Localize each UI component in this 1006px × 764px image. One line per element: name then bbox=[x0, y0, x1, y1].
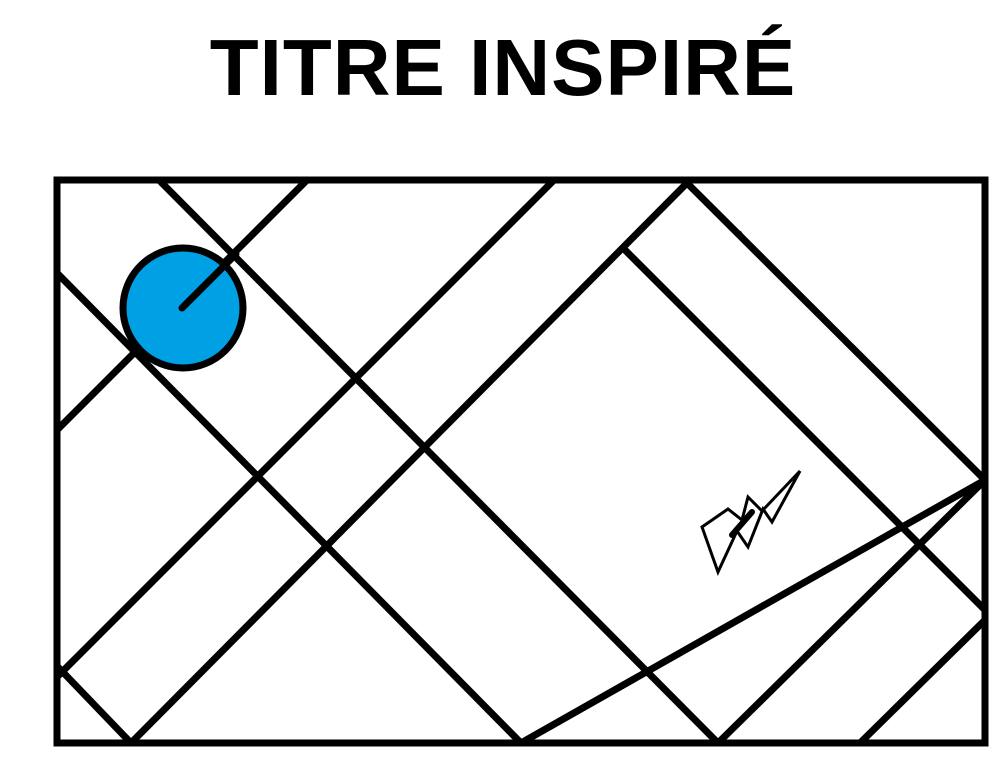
diagonal-line bbox=[57, 268, 526, 743]
table-frame bbox=[53, 176, 989, 747]
lightning-arrow-icon bbox=[700, 469, 802, 576]
diagonal-line bbox=[618, 243, 985, 615]
diagonal-line bbox=[855, 615, 985, 743]
diagonal-line bbox=[57, 180, 557, 682]
diagonal-line bbox=[681, 180, 985, 485]
page-title: TITRE INSPIRÉ bbox=[209, 23, 797, 112]
diagonal-line bbox=[57, 661, 136, 743]
ball-direction-line bbox=[178, 250, 240, 312]
diagonal-line bbox=[713, 475, 985, 743]
diagonal-lines bbox=[57, 180, 985, 743]
tick-mark bbox=[737, 230, 744, 238]
diagonal-line bbox=[154, 180, 723, 743]
diagonal-line bbox=[516, 475, 985, 743]
diagonal-line bbox=[126, 180, 693, 743]
